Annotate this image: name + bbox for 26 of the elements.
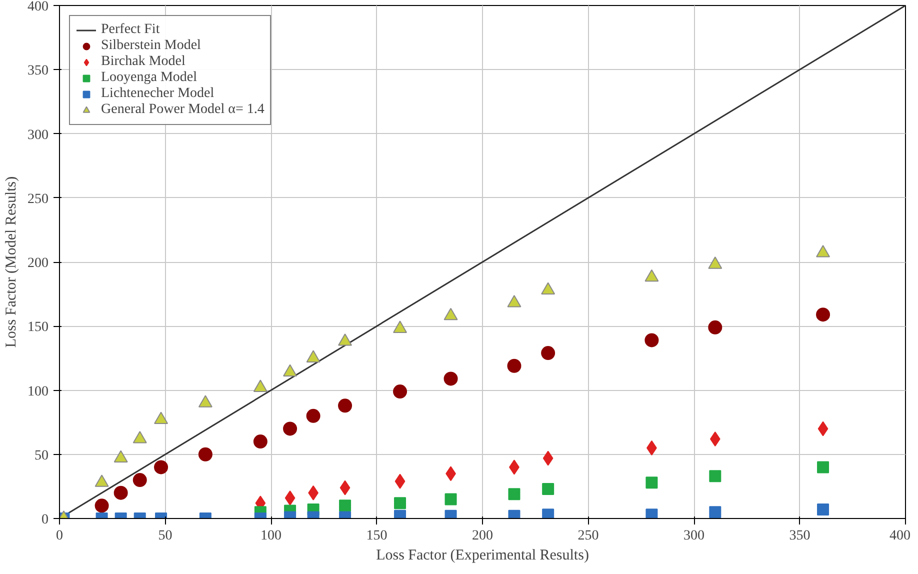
y-tick-label: 100 [28,384,48,400]
legend-label: Lichtenecher Model [101,86,214,102]
y-tick-label: 350 [28,64,48,79]
y-tick-label: 50 [34,448,48,464]
y-tick-label: 300 [28,128,48,143]
x-axis-title: Loss Factor (Experimental Results) [376,548,589,564]
x-tick-label: 50 [158,528,172,544]
x-tick-label: 150 [366,528,388,544]
x-tick-label: 0 [56,528,63,544]
legend-label: Looyenga Model [101,70,198,86]
y-tick-label: 200 [28,256,48,271]
legend-label: Silberstein Model [101,38,201,54]
x-tick-label: 100 [260,528,282,544]
legend-label: Perfect Fit [101,22,160,38]
x-tick-label: 300 [684,528,704,544]
x-tick-label: 350 [789,528,810,544]
y-axis-title: Loss Factor (Model Results) [4,176,20,348]
y-tick-label: 0 [42,512,48,528]
y-tick-label: 150 [28,320,48,336]
legend-label: General Power Model α= 1.4 [101,102,264,118]
x-tick-label: 200 [472,528,493,544]
x-tick-label: 250 [578,528,599,544]
legend-label: Birchak Model [101,54,186,70]
y-tick-label: 400 [28,0,48,14]
x-tick-label: 400 [890,528,910,544]
y-tick-label: 250 [28,192,48,207]
